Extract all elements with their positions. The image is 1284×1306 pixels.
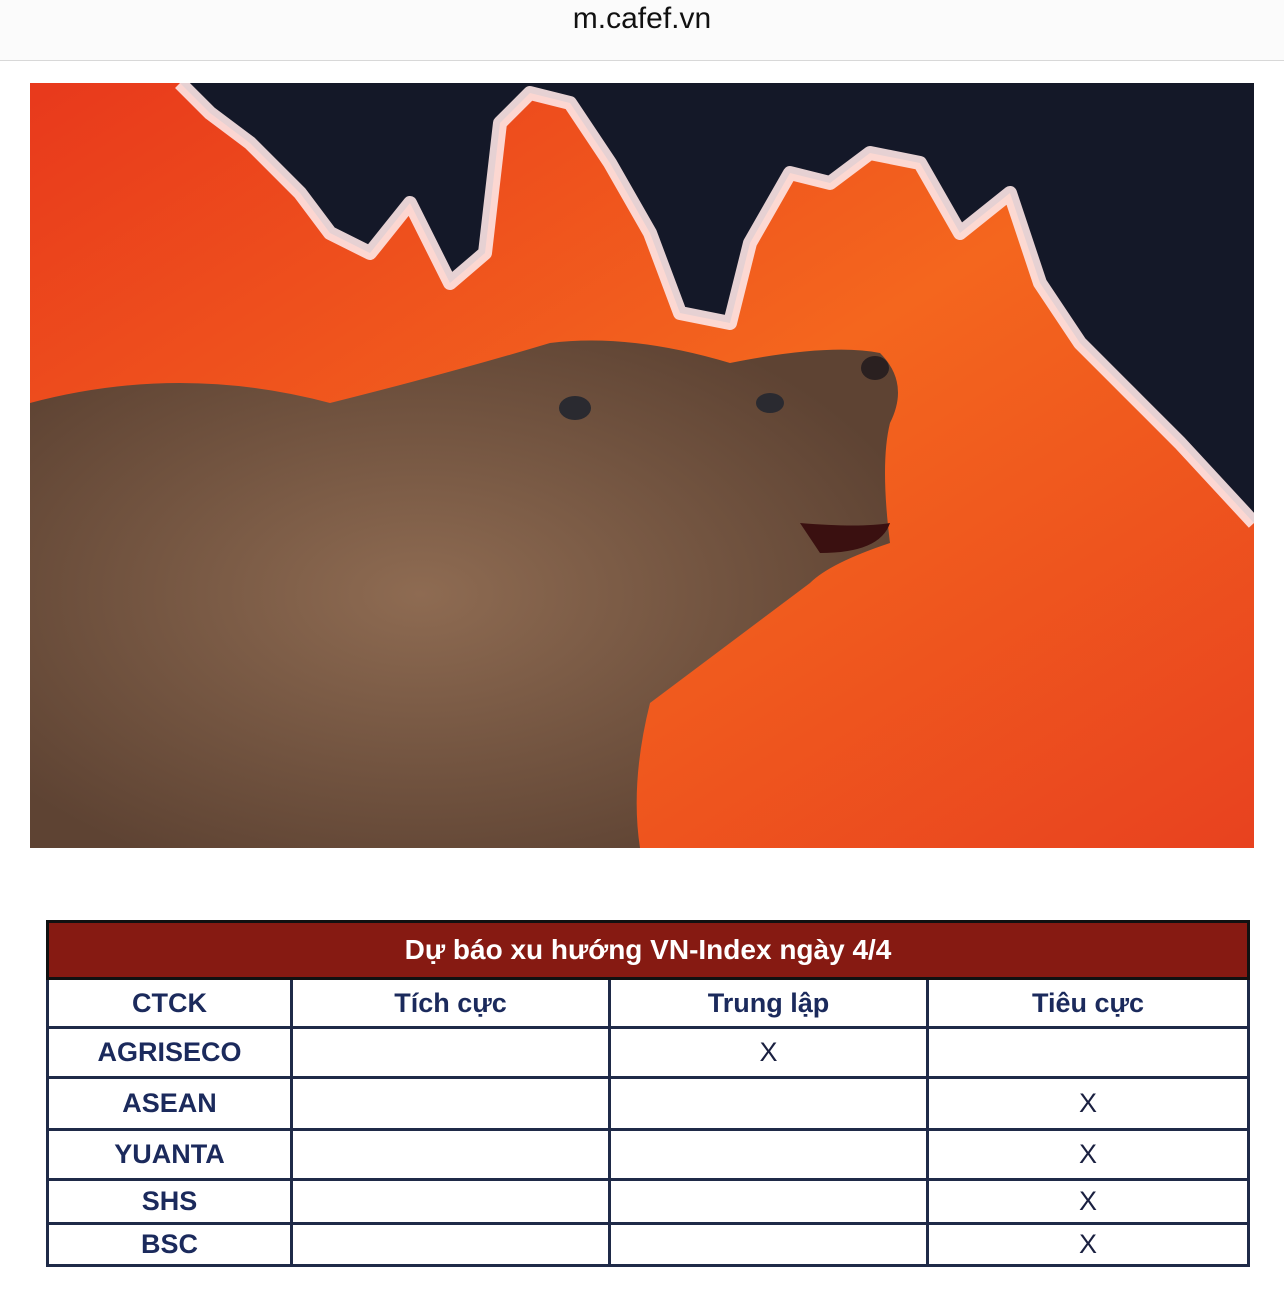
hero-image-bear-market xyxy=(30,83,1254,848)
negative-cell: X xyxy=(926,1222,1250,1267)
negative-cell: X xyxy=(926,1076,1250,1131)
neutral-cell: X xyxy=(608,1026,929,1079)
broker-name: BSC xyxy=(46,1222,293,1267)
table-row: AGRISECO X xyxy=(46,1026,1250,1079)
broker-name: SHS xyxy=(46,1178,293,1225)
table-row: BSC X xyxy=(46,1222,1250,1267)
neutral-cell xyxy=(608,1178,929,1225)
col-header-neutral: Trung lập xyxy=(608,977,929,1029)
positive-cell xyxy=(290,1178,611,1225)
broker-name: ASEAN xyxy=(46,1076,293,1131)
positive-cell xyxy=(290,1128,611,1181)
url-text[interactable]: m.cafef.vn xyxy=(572,2,712,35)
positive-cell xyxy=(290,1076,611,1131)
table-row: ASEAN X xyxy=(46,1076,1250,1131)
col-header-negative: Tiêu cực xyxy=(926,977,1250,1029)
negative-cell: X xyxy=(926,1128,1250,1181)
broker-name: YUANTA xyxy=(46,1128,293,1181)
table-title: Dự báo xu hướng VN-Index ngày 4/4 xyxy=(46,920,1250,980)
broker-name: AGRISECO xyxy=(46,1026,293,1079)
negative-cell xyxy=(926,1026,1250,1079)
header-row: CTCK Tích cực Trung lập Tiêu cực xyxy=(46,977,1250,1029)
negative-cell: X xyxy=(926,1178,1250,1225)
positive-cell xyxy=(290,1026,611,1079)
browser-address-bar[interactable]: m.cafef.vn xyxy=(0,0,1284,61)
neutral-cell xyxy=(608,1076,929,1131)
forecast-table: Dự báo xu hướng VN-Index ngày 4/4 CTCK T… xyxy=(46,920,1250,1267)
col-header-positive: Tích cực xyxy=(290,977,611,1029)
col-header-ctck: CTCK xyxy=(46,977,293,1029)
neutral-cell xyxy=(608,1128,929,1181)
positive-cell xyxy=(290,1222,611,1267)
neutral-cell xyxy=(608,1222,929,1267)
table-row: YUANTA X xyxy=(46,1128,1250,1181)
table-row: SHS X xyxy=(46,1178,1250,1225)
